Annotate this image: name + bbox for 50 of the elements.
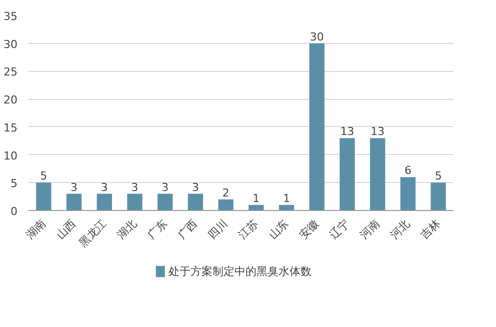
bar [340,138,355,210]
x-tick-label: 辽宁 [327,216,352,242]
data-label: 1 [283,192,290,205]
data-label: 5 [40,170,48,183]
x-tick-label: 湖南 [24,216,48,242]
data-label: 30 [310,30,324,44]
bar [188,194,204,210]
data-label: 5 [434,170,442,183]
bar [158,194,173,210]
y-tick-label: 20 [4,94,18,107]
y-tick-label: 5 [10,177,18,190]
data-label: 3 [162,180,169,194]
data-label: 3 [131,180,138,194]
x-tick-label: 黑龙江 [76,216,109,250]
bar [96,194,112,210]
y-tick-label: 30 [4,38,18,51]
bar [430,182,446,210]
data-label: 13 [370,125,385,138]
data-label: 3 [70,180,78,194]
data-label: 13 [340,125,354,138]
x-tick-label: 四川 [206,216,230,242]
bar [370,138,386,210]
data-label: 2 [222,186,230,200]
legend-label: 处于方案制定中的黑臭水体数 [168,265,312,278]
bar [36,182,52,210]
bar [309,43,324,210]
x-tick-label: 江苏 [236,216,261,242]
data-label: 6 [404,164,412,178]
bar [248,204,264,210]
y-tick-label: 15 [4,121,18,134]
data-label: 3 [100,180,108,194]
x-tick-label: 吉林 [418,216,443,242]
bar [218,199,234,210]
x-tick-label: 山东 [266,216,292,242]
x-tick-label: 山西 [54,216,79,242]
data-label: 3 [192,180,199,194]
x-tick-label: 河南 [357,216,382,242]
bar [400,177,416,210]
y-tick-label: 35 [4,10,18,23]
x-tick-label: 广西 [175,216,200,242]
y-tick-label: 10 [4,149,18,162]
bar [66,194,82,210]
x-tick-label: 湖北 [114,216,140,242]
x-tick-label: 河北 [388,216,413,242]
x-tick-label: 广东 [144,216,170,242]
y-tick-label: 25 [4,66,18,79]
data-label: 1 [252,192,260,205]
y-tick-label: 0 [10,205,18,218]
bar [127,194,142,210]
x-tick-label: 安徽 [296,216,322,242]
